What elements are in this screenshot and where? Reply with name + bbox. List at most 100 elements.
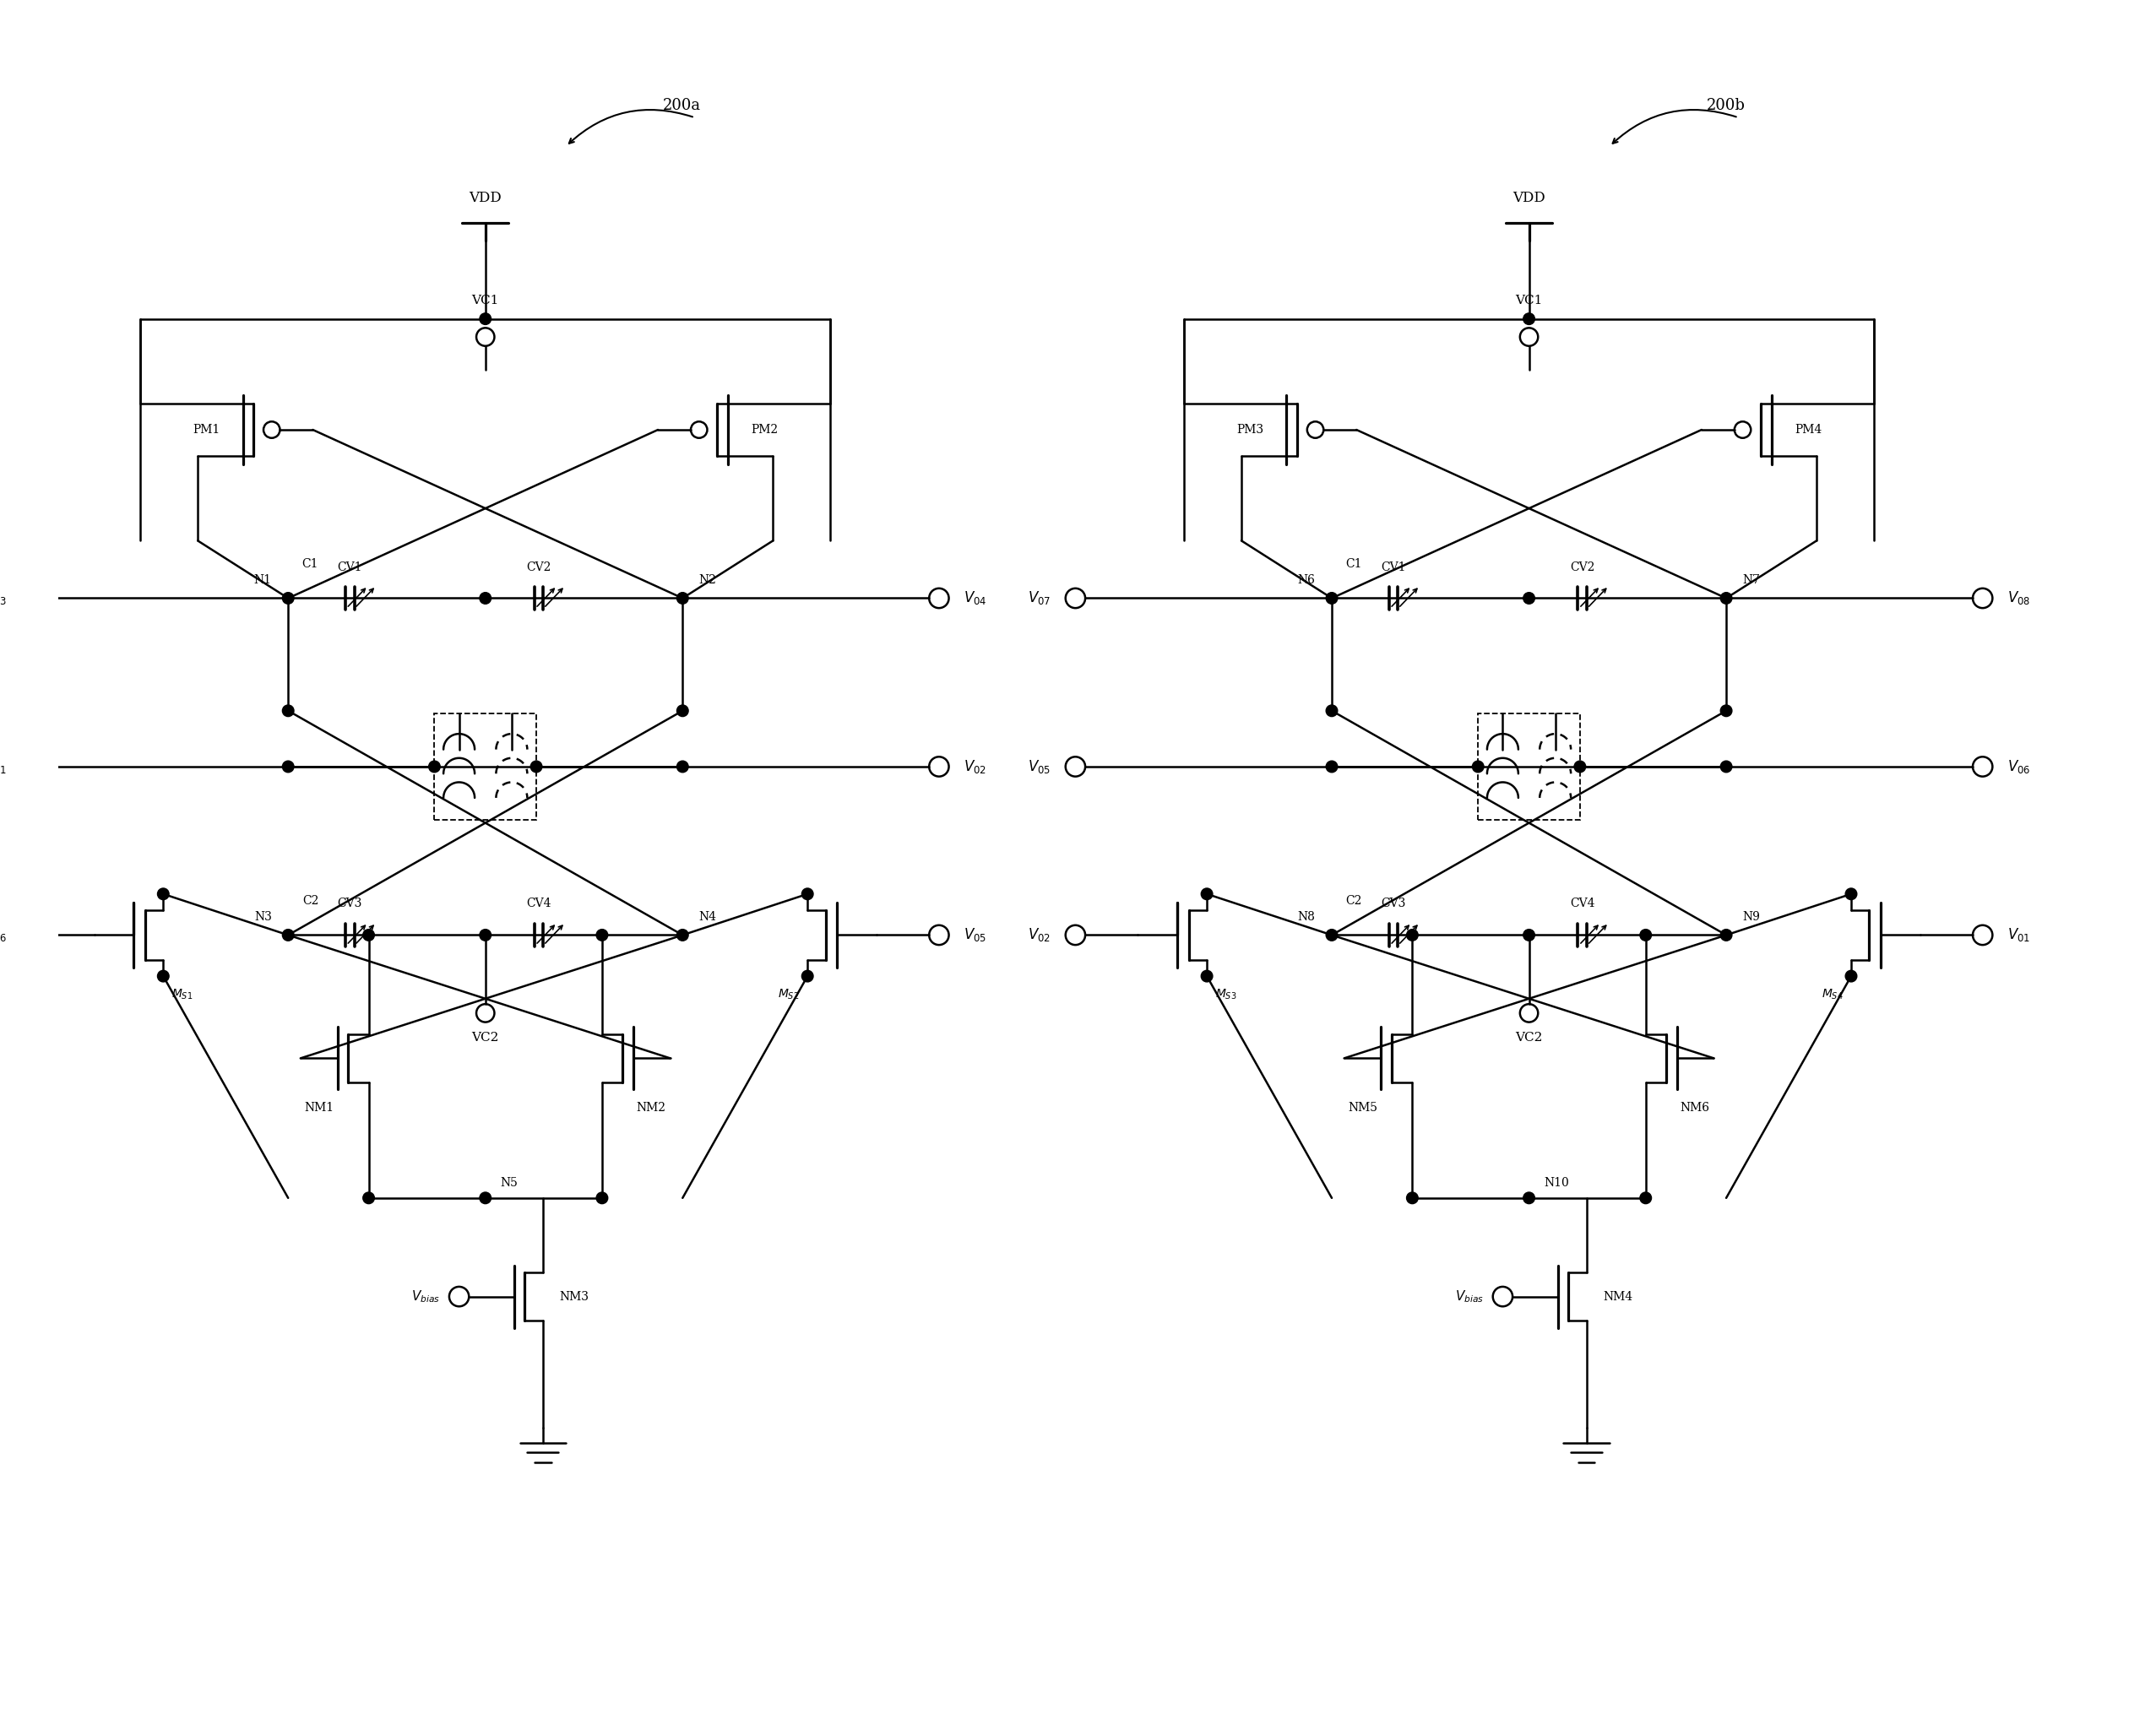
Circle shape [1720, 593, 1731, 603]
Text: $V_{02}$: $V_{02}$ [964, 758, 987, 775]
Circle shape [677, 929, 688, 941]
Text: $V_{04}$: $V_{04}$ [964, 590, 987, 607]
Circle shape [157, 888, 168, 900]
Text: C1: C1 [1345, 557, 1363, 569]
Circle shape [1641, 1193, 1651, 1203]
Circle shape [479, 1193, 492, 1203]
Text: N10: N10 [1544, 1178, 1570, 1190]
Circle shape [1201, 970, 1212, 982]
Text: N8: N8 [1298, 912, 1315, 922]
Circle shape [362, 929, 375, 941]
Text: CV1: CV1 [336, 560, 362, 572]
Text: $M_{S2}$: $M_{S2}$ [778, 987, 800, 1001]
Text: $M_{S4}$: $M_{S4}$ [1822, 987, 1843, 1001]
Circle shape [157, 970, 168, 982]
Text: $V_{06}$: $V_{06}$ [2007, 758, 2031, 775]
Text: N9: N9 [1742, 912, 1759, 922]
Text: N3: N3 [254, 912, 272, 922]
Circle shape [1846, 888, 1856, 900]
Text: VDD: VDD [1514, 190, 1546, 206]
Text: N1: N1 [254, 574, 272, 586]
Circle shape [1473, 761, 1483, 773]
Text: $M_{S3}$: $M_{S3}$ [1216, 987, 1238, 1001]
Circle shape [1720, 704, 1731, 716]
Text: 200b: 200b [1705, 98, 1744, 113]
Circle shape [802, 970, 813, 982]
Circle shape [479, 929, 492, 941]
Text: NM3: NM3 [558, 1291, 589, 1303]
Text: VC2: VC2 [472, 1032, 498, 1044]
Circle shape [597, 929, 608, 941]
Text: VC1: VC1 [1516, 295, 1544, 307]
Circle shape [362, 1193, 375, 1203]
Circle shape [1720, 761, 1731, 773]
Text: NM1: NM1 [304, 1102, 334, 1114]
Text: CV3: CV3 [336, 898, 362, 910]
Circle shape [282, 704, 293, 716]
Text: 200a: 200a [662, 98, 701, 113]
Circle shape [1720, 929, 1731, 941]
Circle shape [282, 929, 293, 941]
Circle shape [1326, 929, 1337, 941]
Circle shape [677, 704, 688, 716]
Text: CV1: CV1 [1382, 560, 1406, 572]
Text: N4: N4 [699, 912, 716, 922]
Circle shape [1846, 970, 1856, 982]
Text: $V_{03}$: $V_{03}$ [0, 590, 6, 607]
Text: C2: C2 [1345, 895, 1363, 907]
Text: CV2: CV2 [526, 560, 552, 572]
Circle shape [282, 761, 293, 773]
Circle shape [802, 888, 813, 900]
Text: $M_{S1}$: $M_{S1}$ [172, 987, 192, 1001]
Text: CV2: CV2 [1570, 560, 1595, 572]
Circle shape [1524, 1193, 1535, 1203]
Text: $V_{01}$: $V_{01}$ [2007, 927, 2031, 943]
Circle shape [1524, 314, 1535, 324]
Text: VC1: VC1 [472, 295, 498, 307]
Text: CV4: CV4 [526, 898, 552, 910]
Text: PM1: PM1 [192, 423, 220, 435]
Circle shape [1406, 929, 1419, 941]
Circle shape [429, 761, 440, 773]
Text: $V_{02}$: $V_{02}$ [1028, 927, 1050, 943]
Text: $V_{bias}$: $V_{bias}$ [1455, 1289, 1483, 1304]
Text: NM6: NM6 [1680, 1102, 1710, 1114]
Text: $V_{08}$: $V_{08}$ [2007, 590, 2031, 607]
Circle shape [1641, 929, 1651, 941]
Text: N5: N5 [500, 1178, 517, 1190]
Text: $V_{05}$: $V_{05}$ [1028, 758, 1050, 775]
Circle shape [1406, 1193, 1419, 1203]
Circle shape [479, 593, 492, 603]
Circle shape [677, 761, 688, 773]
Text: VC2: VC2 [1516, 1032, 1544, 1044]
Circle shape [530, 761, 541, 773]
Text: $V_{01}$: $V_{01}$ [0, 758, 6, 775]
Text: VDD: VDD [470, 190, 502, 206]
Circle shape [1574, 761, 1585, 773]
Text: C2: C2 [302, 895, 319, 907]
Text: $V_{06}$: $V_{06}$ [0, 927, 6, 943]
Circle shape [479, 314, 492, 324]
Circle shape [282, 593, 293, 603]
Text: CV3: CV3 [1382, 898, 1406, 910]
Text: N7: N7 [1742, 574, 1761, 586]
Circle shape [597, 1193, 608, 1203]
Text: PM4: PM4 [1794, 423, 1822, 435]
Text: $V_{05}$: $V_{05}$ [964, 927, 987, 943]
Text: PM3: PM3 [1235, 423, 1263, 435]
Text: C1: C1 [302, 557, 319, 569]
Circle shape [677, 593, 688, 603]
Circle shape [1524, 593, 1535, 603]
Circle shape [1326, 704, 1337, 716]
Circle shape [1524, 929, 1535, 941]
Circle shape [1201, 888, 1212, 900]
Circle shape [1326, 593, 1337, 603]
Text: N6: N6 [1298, 574, 1315, 586]
Text: $V_{bias}$: $V_{bias}$ [412, 1289, 440, 1304]
Text: NM2: NM2 [636, 1102, 666, 1114]
Text: N2: N2 [699, 574, 716, 586]
Text: NM4: NM4 [1602, 1291, 1632, 1303]
Text: $V_{07}$: $V_{07}$ [1028, 590, 1050, 607]
Text: PM2: PM2 [750, 423, 778, 435]
Text: CV4: CV4 [1570, 898, 1595, 910]
